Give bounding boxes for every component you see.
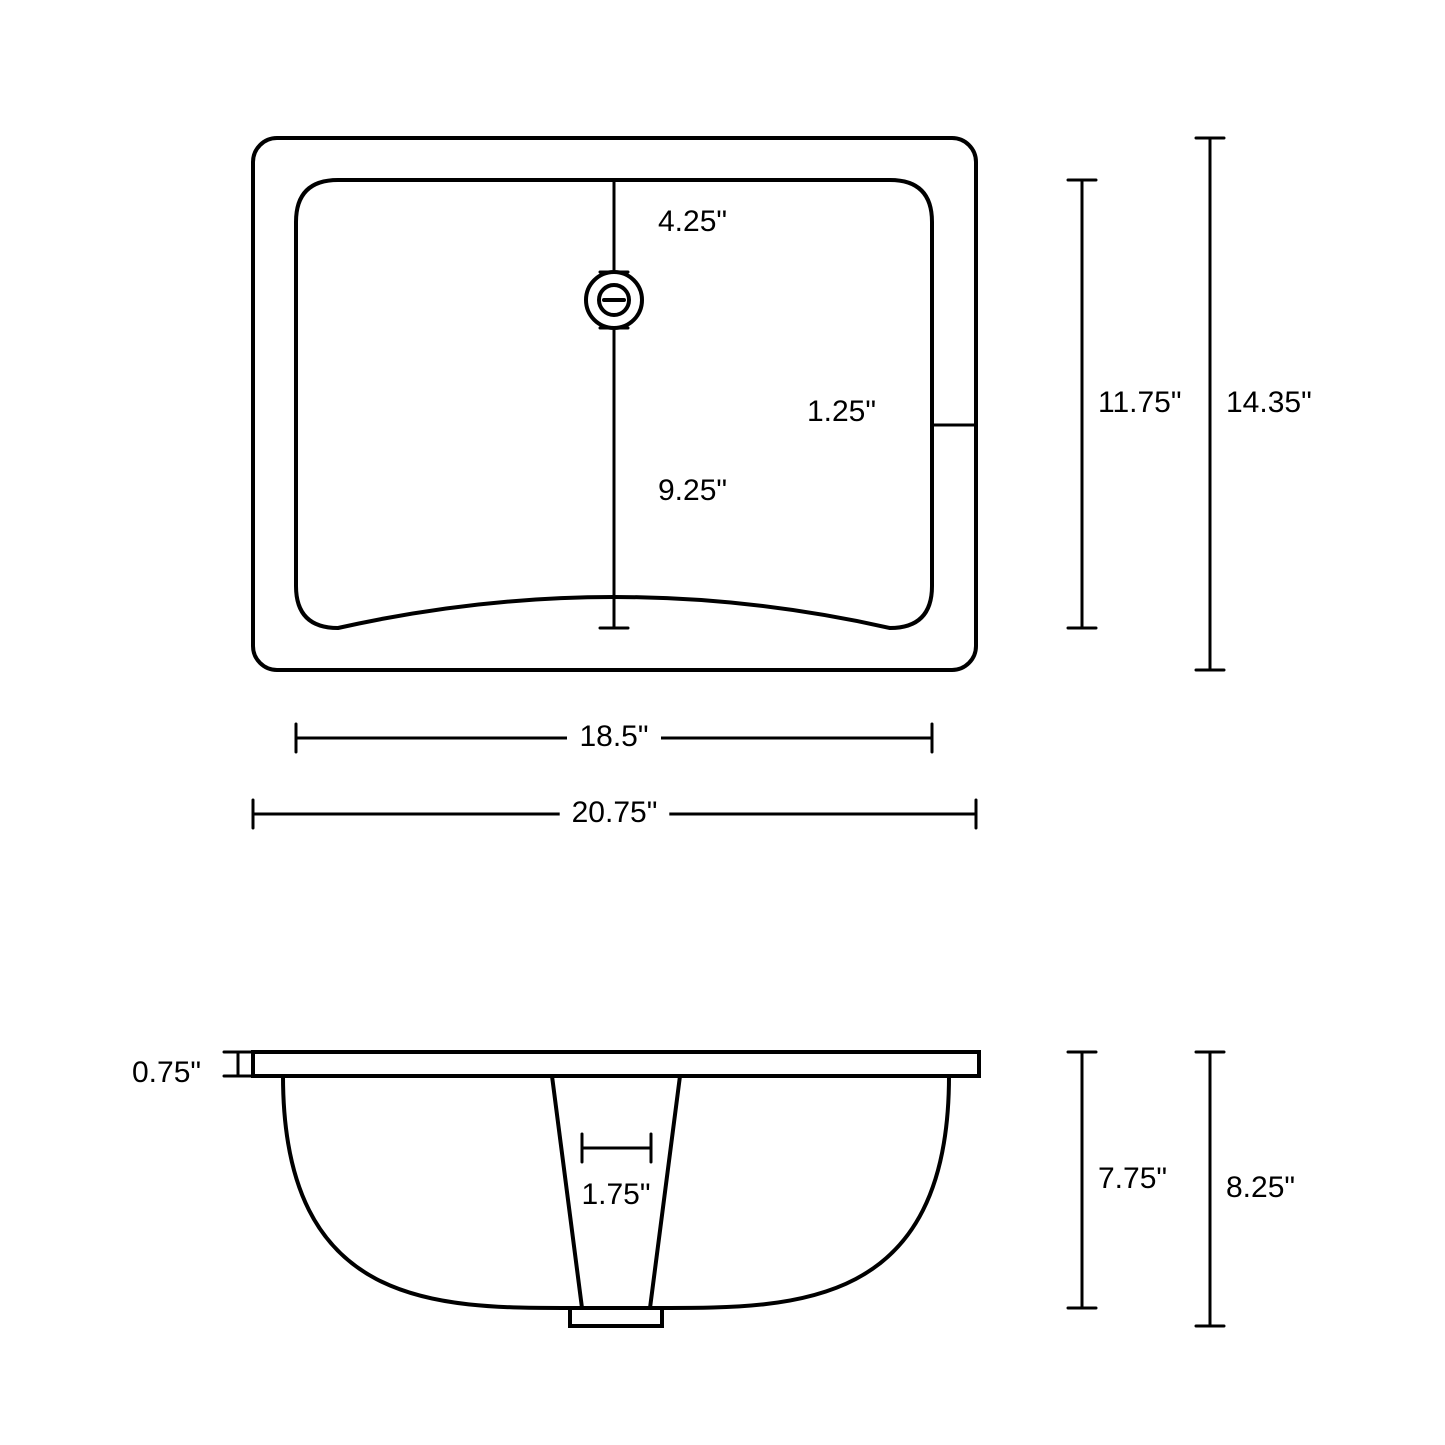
svg-text:9.25": 9.25" [658, 474, 727, 507]
svg-text:4.25": 4.25" [658, 205, 727, 238]
dim-drain-width: 1.75" [581, 1134, 651, 1211]
svg-text:0.75": 0.75" [132, 1056, 201, 1089]
dim-outer-width: 20.75" [253, 796, 976, 832]
dim-inner-width: 18.5" [296, 720, 932, 756]
dim-rim-thickness: 1.25" [807, 395, 976, 439]
drain-base [570, 1308, 662, 1326]
svg-text:7.75": 7.75" [1098, 1162, 1167, 1195]
svg-text:20.75": 20.75" [572, 796, 658, 829]
rim-side [253, 1052, 979, 1076]
svg-text:11.75": 11.75" [1098, 386, 1182, 419]
side-view: 0.75" 1.75" 7.75" 8.25" [132, 1052, 1313, 1326]
svg-text:18.5": 18.5" [579, 720, 648, 753]
svg-text:1.75": 1.75" [581, 1178, 650, 1211]
dim-drain-to-bottom: 9.25" [600, 328, 727, 628]
dim-overall-height: 8.25" [1196, 1052, 1313, 1326]
svg-text:14.35": 14.35" [1226, 386, 1312, 419]
dim-drain-to-top: 4.25" [600, 180, 727, 272]
dim-inner-height: 11.75" [1068, 180, 1201, 628]
dim-outer-height: 14.35" [1196, 138, 1329, 670]
top-view: 4.25" 9.25" 1.25" 11.75" 14.35" 18.5" 20.75" [253, 138, 1329, 832]
svg-text:1.25": 1.25" [807, 395, 876, 428]
dim-rim-height: 0.75" [132, 1052, 252, 1089]
svg-text:8.25": 8.25" [1226, 1171, 1295, 1204]
dim-bowl-depth: 7.75" [1068, 1052, 1185, 1308]
